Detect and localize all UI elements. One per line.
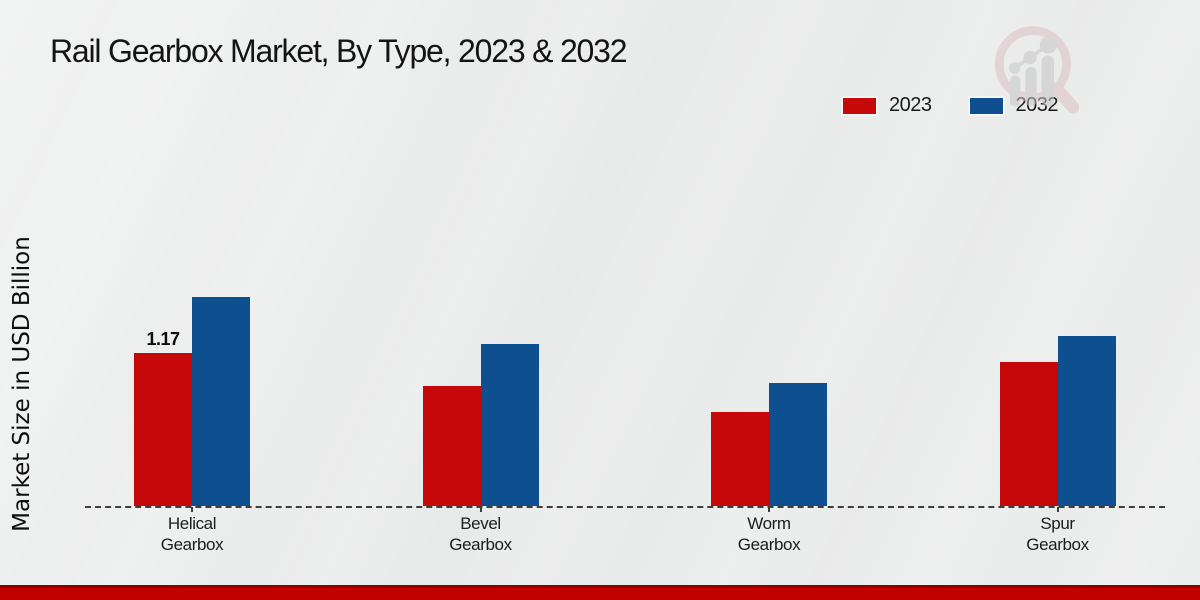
bar-2023-helical [134, 353, 192, 506]
chart-title: Rail Gearbox Market, By Type, 2023 & 203… [50, 33, 628, 69]
bar-2023-bevel [422, 386, 481, 506]
magnifier-bar-chart-logo-icon [995, 26, 1079, 114]
category-label-helical: Helical Gearbox [160, 514, 224, 554]
x-axis-tick [479, 507, 482, 512]
x-axis-baseline [85, 506, 1165, 508]
bar-2032-spur [1057, 336, 1116, 506]
legend-item-2023: 2023 [843, 94, 932, 117]
bar-2023-spur [999, 362, 1058, 506]
x-axis-tick [1056, 507, 1059, 512]
y-axis-label: Market Size in USD Billion [9, 236, 35, 532]
data-label-2023-helical: 1.17 [146, 329, 180, 349]
category-label-worm: Worm Gearbox [737, 514, 801, 554]
legend-swatch-2023 [843, 97, 876, 114]
bottom-accent-bar [0, 585, 1200, 600]
x-axis-tick [768, 507, 770, 512]
category-label-bevel: Bevel Gearbox [449, 514, 512, 554]
x-axis-tick [191, 507, 193, 512]
bar-2032-helical [192, 297, 250, 506]
category-label-spur: Spur Gearbox [1026, 514, 1089, 554]
legend-label-2023: 2023 [889, 94, 932, 116]
legend-swatch-2032 [969, 97, 1003, 114]
bar-2032-worm [769, 383, 827, 506]
bar-2032-bevel [480, 344, 539, 506]
bar-2023-worm [711, 412, 769, 506]
